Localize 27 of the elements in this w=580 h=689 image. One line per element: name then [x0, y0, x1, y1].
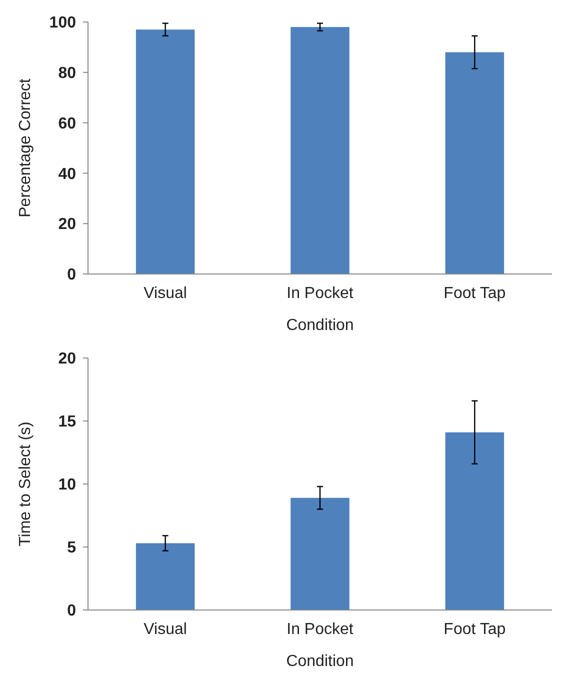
y-tick-label: 100: [49, 14, 76, 32]
y-tick-label: 0: [67, 266, 76, 284]
bar: [136, 30, 195, 274]
x-tick-label: In Pocket: [286, 285, 354, 302]
y-tick-label: 5: [67, 540, 76, 557]
x-tick-label: Foot Tap: [444, 621, 506, 638]
y-tick-label: 60: [58, 115, 76, 132]
bar: [445, 52, 504, 274]
bar: [290, 27, 350, 274]
bar: [290, 498, 350, 610]
bar: [136, 543, 195, 610]
x-axis-title: Condition: [286, 317, 354, 334]
y-tick-label: 10: [58, 476, 76, 494]
bar: [445, 432, 504, 610]
y-tick-label: 40: [58, 166, 76, 183]
x-tick-label: Visual: [144, 621, 187, 638]
y-tick-label: 80: [58, 65, 76, 82]
y-tick-label: 20: [58, 350, 76, 368]
y-tick-label: 15: [58, 414, 76, 431]
y-axis-title: Time to Select (s): [17, 422, 34, 546]
y-tick-label: 0: [67, 602, 76, 620]
y-axis-title: Percentage Correct: [17, 78, 34, 218]
y-tick-label: 20: [58, 216, 76, 234]
x-tick-label: Foot Tap: [444, 285, 506, 302]
x-tick-label: Visual: [144, 285, 187, 302]
x-axis-title: Condition: [286, 653, 354, 670]
x-tick-label: In Pocket: [286, 621, 354, 638]
